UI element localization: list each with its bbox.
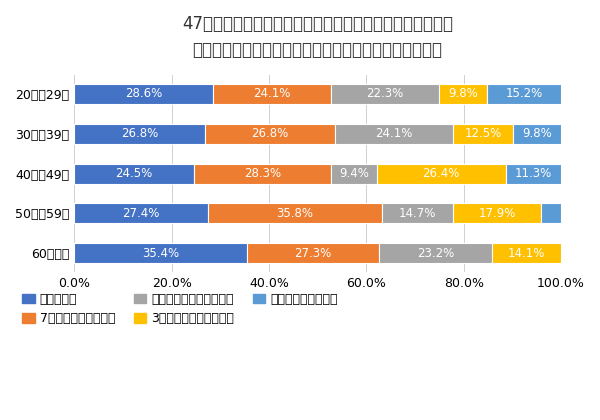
Text: 17.9%: 17.9% [478, 207, 516, 220]
Text: 12.5%: 12.5% [464, 127, 502, 140]
Text: 9.4%: 9.4% [339, 167, 369, 180]
Bar [454, 203, 541, 223]
Text: 9.8%: 9.8% [448, 87, 478, 100]
Text: 23.2%: 23.2% [418, 247, 455, 260]
Bar [514, 124, 561, 144]
Bar [493, 243, 561, 263]
Legend: 全部わかる, 7割以上わかると思う, 半分くらいわかると思う, 3割くらいわかると思う, ひとつもわからない: 全部わかる, 7割以上わかると思う, 半分くらいわかると思う, 3割くらいわかる… [22, 293, 338, 325]
Bar [208, 203, 382, 223]
Bar [335, 124, 452, 144]
Text: 27.3%: 27.3% [295, 247, 332, 260]
Bar [74, 163, 194, 184]
Bar [487, 84, 561, 104]
Bar [205, 124, 335, 144]
Bar [247, 243, 379, 263]
Text: 28.6%: 28.6% [125, 87, 163, 100]
Bar [541, 203, 561, 223]
Text: 14.1%: 14.1% [508, 247, 545, 260]
Text: 26.8%: 26.8% [251, 127, 289, 140]
Bar [439, 84, 487, 104]
Text: 14.7%: 14.7% [399, 207, 436, 220]
Bar [331, 84, 439, 104]
Text: 26.8%: 26.8% [121, 127, 158, 140]
Bar [452, 124, 514, 144]
Text: 22.3%: 22.3% [367, 87, 404, 100]
Text: 28.3%: 28.3% [244, 167, 281, 180]
Bar [379, 243, 493, 263]
Bar [74, 84, 214, 104]
Text: 27.4%: 27.4% [122, 207, 160, 220]
Bar [506, 163, 560, 184]
Bar [377, 163, 506, 184]
Text: 9.8%: 9.8% [523, 127, 552, 140]
Text: 11.3%: 11.3% [514, 167, 551, 180]
Text: 15.2%: 15.2% [505, 87, 542, 100]
Title: 47ある都道府県の内、あなたが地図上ではっきりと位置を
示せる都道府県のだいたいの数についてお答えください: 47ある都道府県の内、あなたが地図上ではっきりと位置を 示せる都道府県のだいたい… [182, 15, 453, 59]
Bar [74, 243, 247, 263]
Bar [194, 163, 331, 184]
Bar [382, 203, 454, 223]
Text: 35.4%: 35.4% [142, 247, 179, 260]
Bar [74, 124, 205, 144]
Text: 35.8%: 35.8% [276, 207, 313, 220]
Text: 24.1%: 24.1% [375, 127, 413, 140]
Bar [214, 84, 331, 104]
Bar [74, 203, 208, 223]
Text: 26.4%: 26.4% [422, 167, 460, 180]
Bar [331, 163, 377, 184]
Text: 24.5%: 24.5% [115, 167, 152, 180]
Text: 24.1%: 24.1% [253, 87, 291, 100]
